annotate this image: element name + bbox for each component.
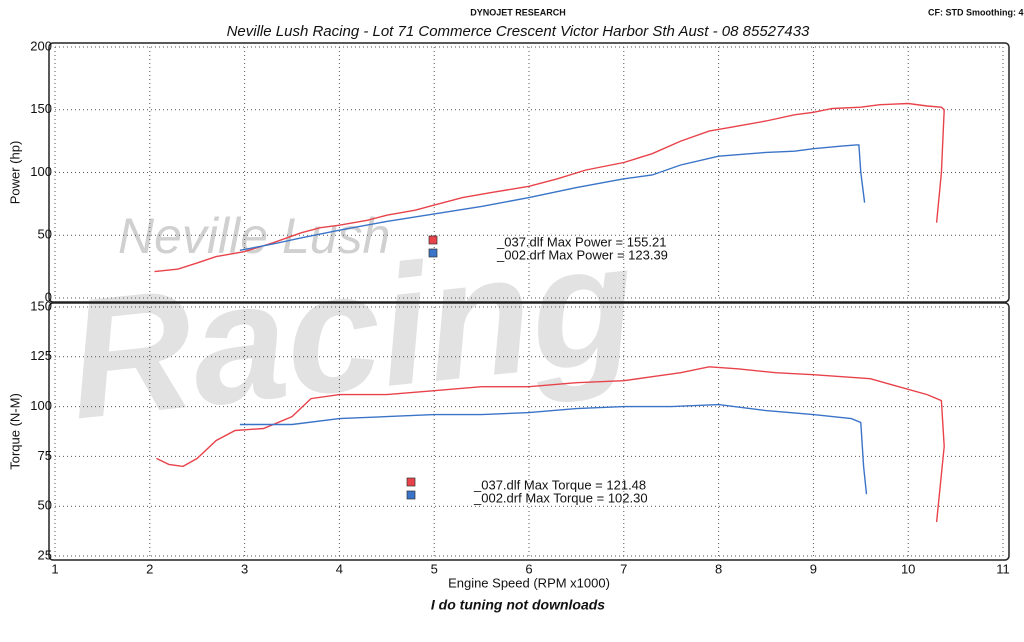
y-tick-label: 75: [38, 448, 52, 463]
y-axis-label: Power (hp): [7, 141, 22, 205]
annotation: _002.drf Max Torque = 102.30: [473, 490, 648, 505]
x-axis-label: Engine Speed (RPM x1000): [448, 575, 610, 590]
x-tick-label: 7: [620, 561, 627, 576]
y-tick-label: 0: [45, 289, 52, 304]
brand: DYNOJET RESEARCH: [470, 7, 566, 17]
legend-swatch: [428, 235, 438, 245]
x-tick-label: 11: [996, 561, 1010, 576]
settings: CF: STD Smoothing: 4: [928, 7, 1024, 17]
x-tick-label: 4: [336, 561, 343, 576]
x-tick-label: 2: [146, 561, 153, 576]
x-tick-label: 8: [715, 561, 722, 576]
plot-frame: [48, 42, 1010, 303]
y-tick-label: 50: [38, 498, 52, 513]
plot-frame: [48, 302, 1010, 561]
y-tick-label: 150: [30, 101, 52, 116]
y-tick-label: 25: [38, 547, 52, 562]
x-tick-label: 10: [901, 561, 915, 576]
annotation: _037.dlf Max Power = 155.21: [496, 234, 666, 249]
x-tick-label: 1: [51, 561, 58, 576]
data-line: [239, 144, 866, 251]
y-tick-label: 100: [30, 398, 52, 413]
annotation: _002.drf Max Power = 123.39: [496, 247, 668, 262]
y-tick-label: 125: [30, 348, 52, 363]
legend-swatch: [406, 477, 416, 487]
y-tick-label: 150: [30, 298, 52, 313]
data-line: [156, 366, 945, 523]
data-line: [239, 403, 868, 495]
x-tick-label: 9: [810, 561, 817, 576]
watermark: Neville Lush: [118, 208, 390, 264]
x-tick-label: 6: [525, 561, 532, 576]
y-tick-label: 200: [30, 38, 52, 53]
y-tick-label: 50: [38, 227, 52, 242]
chart-title: Neville Lush Racing - Lot 71 Commerce Cr…: [227, 23, 810, 40]
legend-swatch: [406, 490, 416, 500]
data-line: [154, 102, 945, 273]
annotation: _037.dlf Max Torque = 121.48: [473, 477, 646, 492]
footer: I do tuning not downloads: [431, 597, 605, 613]
y-tick-label: 100: [30, 164, 52, 179]
x-tick-label: 5: [431, 561, 438, 576]
legend-swatch: [428, 248, 438, 258]
y-axis-label: Torque (N-M): [7, 393, 22, 470]
x-tick-label: 3: [241, 561, 248, 576]
